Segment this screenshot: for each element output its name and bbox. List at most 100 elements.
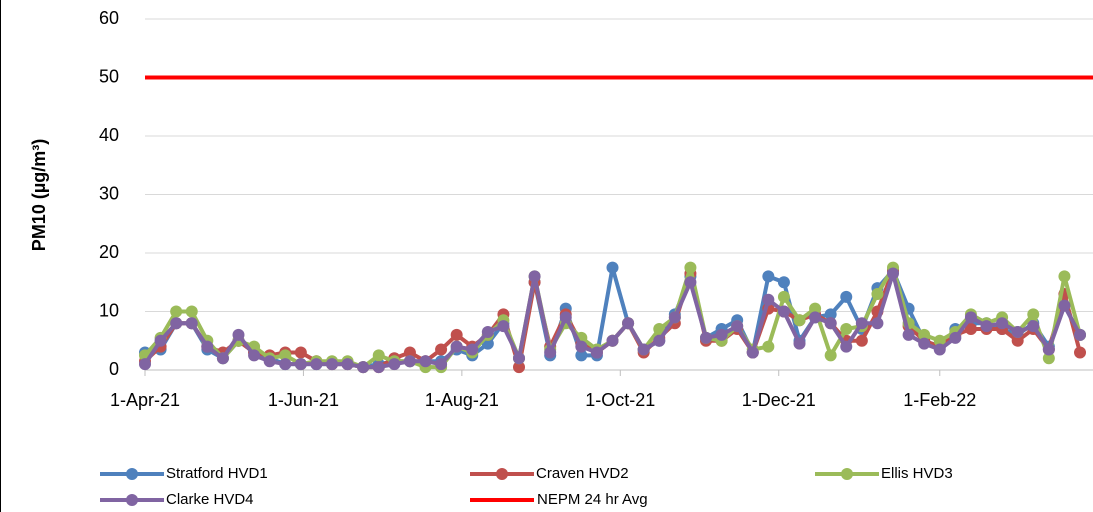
series-marker [622, 317, 635, 330]
series-marker [809, 302, 822, 315]
series-marker [840, 290, 853, 303]
legend-label: Craven HVD2 [536, 465, 629, 482]
series-marker [185, 305, 198, 318]
y-tick-label: 30 [99, 183, 119, 203]
series-marker [762, 270, 775, 283]
x-tick-label: 1-Apr-21 [110, 390, 180, 410]
series-marker [372, 349, 385, 362]
series-marker [248, 349, 261, 362]
series-marker [481, 325, 494, 338]
y-tick-label: 40 [99, 125, 119, 145]
series-marker [777, 290, 790, 303]
series-marker [497, 320, 510, 333]
series-marker [855, 317, 868, 330]
series-marker [1058, 299, 1071, 312]
x-tick-label: 1-Jun-21 [268, 390, 339, 410]
x-tick-label: 1-Oct-21 [585, 390, 655, 410]
series-marker [139, 358, 151, 371]
series-marker [684, 276, 697, 289]
series-marker [1042, 352, 1055, 365]
series-marker [653, 323, 666, 336]
series-marker [824, 308, 837, 321]
series-marker [933, 343, 946, 356]
series-marker [419, 355, 432, 368]
series-marker [435, 343, 448, 356]
series-marker [1074, 346, 1087, 359]
series-marker [575, 340, 588, 353]
series-marker [606, 261, 619, 274]
series-marker [279, 349, 292, 362]
series-marker [949, 331, 962, 344]
x-tick-label: 1-Feb-22 [903, 390, 976, 410]
series-marker [606, 334, 619, 347]
series-marker [824, 317, 837, 330]
y-tick-label: 20 [99, 242, 119, 262]
series-marker [1027, 320, 1040, 333]
series-marker [1011, 334, 1024, 347]
series-marker [170, 305, 183, 318]
series-marker [590, 346, 603, 359]
series-marker [403, 355, 416, 368]
legend-label: Stratford HVD1 [166, 465, 268, 482]
series-marker [902, 328, 915, 341]
y-tick-label: 10 [99, 300, 119, 320]
series-marker [513, 352, 526, 365]
series-marker [185, 317, 198, 330]
series-marker [840, 340, 853, 353]
series-marker [684, 261, 697, 274]
series-marker [980, 320, 993, 333]
series-marker [668, 311, 681, 324]
series-marker [964, 323, 977, 336]
series-marker [762, 293, 775, 306]
series-marker [637, 343, 650, 356]
series-marker [918, 337, 931, 350]
series-marker [1042, 343, 1055, 356]
series-marker [310, 358, 323, 371]
series-marker [871, 287, 884, 300]
x-tick-label: 1-Dec-21 [742, 390, 816, 410]
series-marker [513, 361, 526, 374]
series-marker [731, 320, 744, 333]
series-marker [918, 328, 931, 341]
series-marker [715, 328, 728, 341]
legend-label: NEPM 24 hr Avg [537, 491, 648, 508]
y-tick-label: 50 [99, 66, 119, 86]
series-marker [357, 361, 370, 374]
series-marker [450, 328, 463, 341]
series-marker [435, 358, 448, 371]
series-marker [263, 355, 276, 368]
series-marker [216, 352, 229, 365]
series-marker [201, 340, 214, 353]
series-marker [1058, 270, 1071, 283]
legend-label: Ellis HVD3 [881, 465, 953, 482]
series-marker [326, 358, 339, 371]
legend-marker [841, 468, 853, 480]
legend-marker [126, 494, 138, 506]
series-marker [793, 314, 806, 327]
series-marker [372, 361, 385, 374]
series-marker [793, 337, 806, 350]
series-marker [294, 358, 307, 371]
series-marker [341, 358, 354, 371]
y-tick-label: 0 [109, 359, 119, 379]
series-marker [824, 349, 837, 362]
series-marker [746, 346, 759, 359]
series-marker [777, 276, 790, 289]
series-marker [996, 317, 1009, 330]
series-marker [279, 358, 292, 371]
legend-marker [126, 468, 138, 480]
legend-marker [496, 468, 508, 480]
series-marker [154, 334, 167, 347]
series-marker [1074, 328, 1087, 341]
series-marker [294, 346, 307, 359]
series-marker [840, 323, 853, 336]
series-marker [700, 331, 713, 344]
series-marker [762, 340, 775, 353]
series-marker [388, 358, 401, 371]
series-marker [1011, 325, 1024, 338]
legend-label: Clarke HVD4 [166, 491, 254, 508]
series-marker [528, 270, 541, 283]
series-marker [887, 267, 900, 280]
